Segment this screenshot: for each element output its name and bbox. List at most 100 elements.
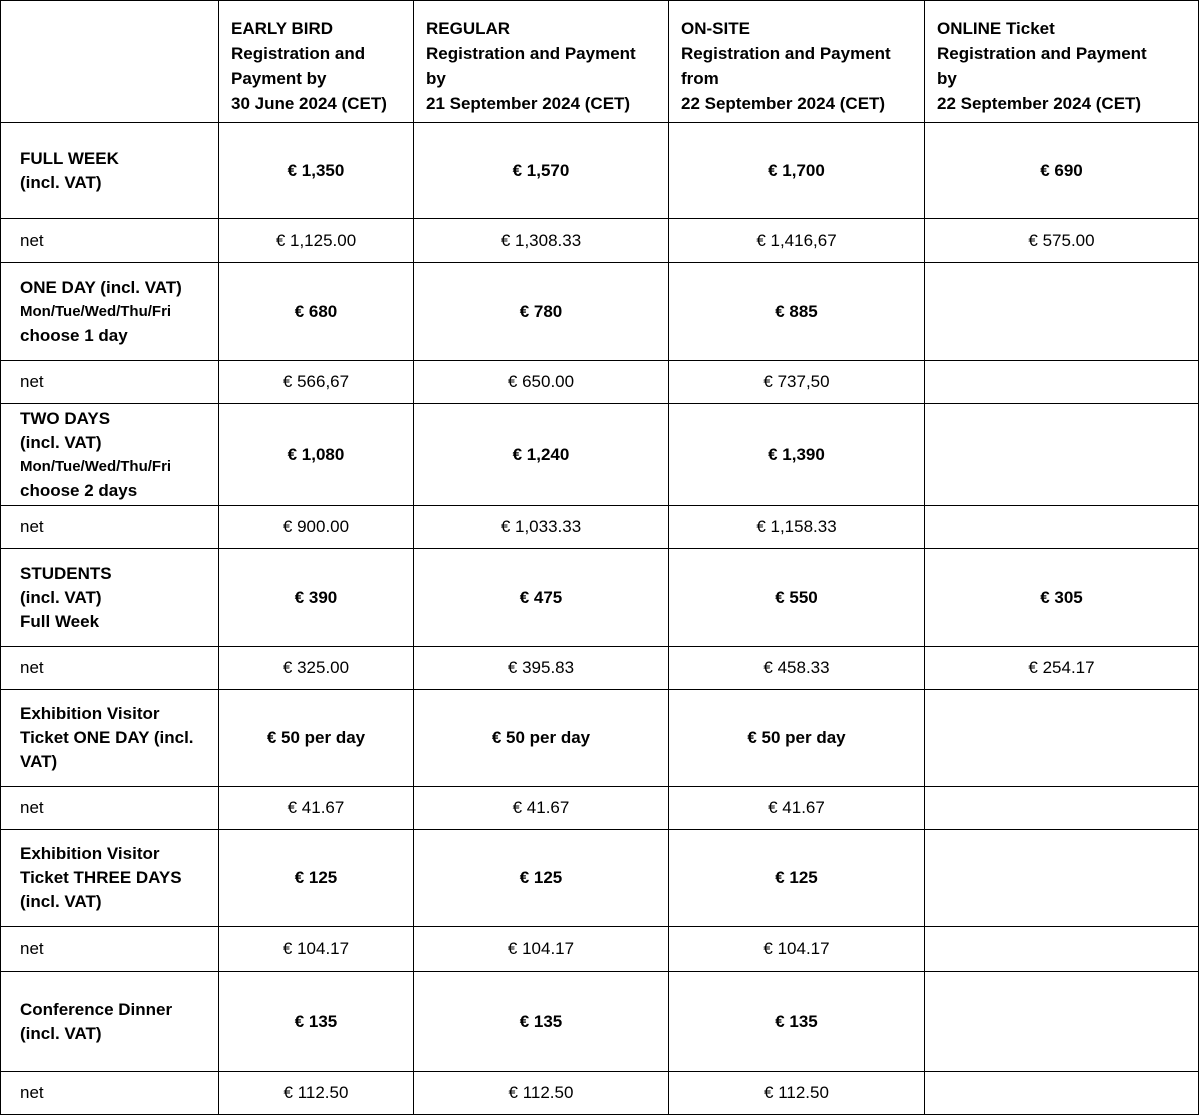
column-header-line: Payment by xyxy=(231,69,327,88)
column-header xyxy=(0,0,219,123)
row-label-line: Mon/Tue/Wed/Thu/Fri xyxy=(20,457,172,475)
price-cell: € 135 xyxy=(668,971,925,1072)
price-cell: € 125 xyxy=(668,829,925,927)
price-cell: € 1,240 xyxy=(413,403,669,506)
column-header-line: 21 September 2024 (CET) xyxy=(426,94,631,113)
price-cell: € 458.33 xyxy=(668,646,925,690)
net-price-row: net € 1,125.00 € 1,308.33 € 1,416,67 € 575.0… xyxy=(0,218,1199,263)
price-cell: € 325.00 xyxy=(218,646,414,690)
row-label: Exhibition Visitor Ticket ONE DAY (incl. V… xyxy=(0,689,219,787)
row-label: net xyxy=(0,786,219,830)
row-label-line: TWO DAYS xyxy=(20,408,111,428)
price-cell: € 50 per day xyxy=(668,689,925,787)
price-cell: € 112.50 xyxy=(668,1071,925,1115)
price-cell: € 1,080 xyxy=(218,403,414,506)
row-label-line: STUDENTS xyxy=(20,563,112,583)
price-cell xyxy=(924,829,1199,927)
row-label: STUDENTS (incl. VAT) Full Week xyxy=(0,548,219,647)
price-cell: € 135 xyxy=(218,971,414,1072)
row-label-line: FULL WEEK xyxy=(20,148,119,168)
price-cell: € 41.67 xyxy=(668,786,925,830)
price-cell: € 1,158.33 xyxy=(668,505,925,549)
price-cell: € 475 xyxy=(413,548,669,647)
column-header-line: REGULAR xyxy=(426,19,511,38)
column-header-line: by xyxy=(426,69,446,88)
column-header: EARLY BIRD Registration and Payment by 30 J… xyxy=(218,0,414,123)
row-label: net xyxy=(0,926,219,972)
price-row: STUDENTS (incl. VAT) Full Week € 390 € 475 € … xyxy=(0,548,1199,647)
price-cell: € 41.67 xyxy=(218,786,414,830)
row-label: FULL WEEK (incl. VAT) xyxy=(0,122,219,219)
row-label-line: (incl. VAT) xyxy=(20,432,102,452)
price-row: Exhibition Visitor Ticket THREE DAYS (incl… xyxy=(0,829,1199,927)
price-cell xyxy=(924,262,1199,361)
row-label-line: net xyxy=(20,1083,44,1102)
price-cell: € 135 xyxy=(413,971,669,1072)
row-label-line: Conference Dinner xyxy=(20,999,173,1019)
column-header: ONLINE Ticket Registration and Payment by 2… xyxy=(924,0,1199,123)
price-cell: € 1,308.33 xyxy=(413,218,669,263)
column-header-line: ON-SITE xyxy=(681,19,750,38)
price-row: Conference Dinner (incl. VAT) € 135 € 135 € … xyxy=(0,971,1199,1072)
net-price-row: net € 900.00 € 1,033.33 € 1,158.33 xyxy=(0,505,1199,549)
column-header-line: 22 September 2024 (CET) xyxy=(937,94,1142,113)
column-header-line: Registration and xyxy=(231,44,366,63)
row-label-line: Full Week xyxy=(20,611,100,631)
price-cell xyxy=(924,971,1199,1072)
price-cell xyxy=(924,926,1199,972)
row-label-line: ONE DAY (incl. VAT) xyxy=(20,277,182,297)
row-label-line: choose 2 days xyxy=(20,480,138,500)
price-cell: € 566,67 xyxy=(218,360,414,404)
column-header-line: by xyxy=(937,69,957,88)
row-label-line: net xyxy=(20,798,44,817)
net-price-row: net € 104.17 € 104.17 € 104.17 xyxy=(0,926,1199,972)
price-cell: € 550 xyxy=(668,548,925,647)
column-header: ON-SITE Registration and Payment from 22 Se… xyxy=(668,0,925,123)
price-cell: € 575.00 xyxy=(924,218,1199,263)
row-label-line: net xyxy=(20,658,44,677)
price-cell: € 1,350 xyxy=(218,122,414,219)
price-cell: € 1,125.00 xyxy=(218,218,414,263)
column-header: REGULAR Registration and Payment by 21 Sept… xyxy=(413,0,669,123)
price-row: ONE DAY (incl. VAT) Mon/Tue/Wed/Thu/Fri ch… xyxy=(0,262,1199,361)
price-cell: € 125 xyxy=(413,829,669,927)
row-label-line: choose 1 day xyxy=(20,325,128,345)
price-row: FULL WEEK (incl. VAT) € 1,350 € 1,570 € 1,70… xyxy=(0,122,1199,219)
row-label-line: (incl. VAT) xyxy=(20,587,102,607)
row-label: net xyxy=(0,646,219,690)
price-cell: € 50 per day xyxy=(413,689,669,787)
price-cell: € 1,416,67 xyxy=(668,218,925,263)
row-label: net xyxy=(0,1071,219,1115)
price-row: TWO DAYS (incl. VAT) Mon/Tue/Wed/Thu/Fri ch… xyxy=(0,403,1199,506)
column-header-line: Registration and Payment xyxy=(681,44,891,63)
price-cell: € 1,700 xyxy=(668,122,925,219)
row-label-line: Mon/Tue/Wed/Thu/Fri xyxy=(20,302,172,320)
price-cell: € 395.83 xyxy=(413,646,669,690)
column-header-line: Registration and Payment xyxy=(937,44,1147,63)
price-cell xyxy=(924,505,1199,549)
price-cell xyxy=(924,1071,1199,1115)
row-label-line: Exhibition Visitor xyxy=(20,844,160,863)
row-label: TWO DAYS (incl. VAT) Mon/Tue/Wed/Thu/Fri ch… xyxy=(0,403,219,506)
column-header-line: from xyxy=(681,69,719,88)
row-label: Exhibition Visitor Ticket THREE DAYS (incl… xyxy=(0,829,219,927)
row-label-line: (incl. VAT) xyxy=(20,892,102,911)
price-cell: € 1,570 xyxy=(413,122,669,219)
net-price-row: net € 41.67 € 41.67 € 41.67 xyxy=(0,786,1199,830)
price-cell: € 41.67 xyxy=(413,786,669,830)
price-cell: € 254.17 xyxy=(924,646,1199,690)
row-label: net xyxy=(0,505,219,549)
row-label-line: net xyxy=(20,517,44,536)
price-cell xyxy=(924,786,1199,830)
row-label-line: Exhibition Visitor xyxy=(20,704,160,723)
row-label-line: net xyxy=(20,230,44,250)
price-cell: € 104.17 xyxy=(218,926,414,972)
price-cell xyxy=(924,360,1199,404)
price-cell: € 900.00 xyxy=(218,505,414,549)
row-label: Conference Dinner (incl. VAT) xyxy=(0,971,219,1072)
price-cell: € 737,50 xyxy=(668,360,925,404)
price-cell: € 1,390 xyxy=(668,403,925,506)
row-label-line: (incl. VAT) xyxy=(20,172,102,192)
row-label-line: net xyxy=(20,372,44,391)
